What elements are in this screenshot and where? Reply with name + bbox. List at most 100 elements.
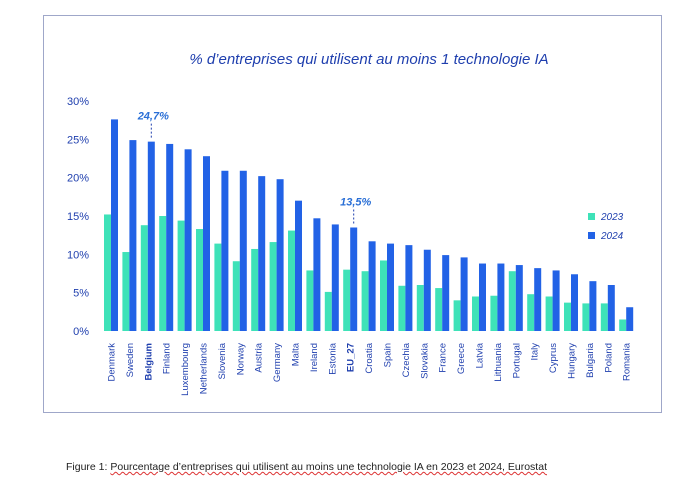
bar-2024 — [607, 285, 615, 331]
y-tick-label: 0% — [73, 326, 89, 338]
bar-2023 — [545, 296, 553, 331]
bar-2023 — [600, 303, 608, 331]
x-tick-label: Germany — [272, 343, 283, 382]
x-tick-label: Cyprus — [548, 343, 559, 373]
bar-2024 — [571, 274, 578, 331]
bar-2023 — [564, 302, 571, 331]
bar-2023 — [472, 296, 479, 331]
chart-title: % d’entreprises qui utilisent au moins 1… — [189, 51, 548, 68]
x-tick-label: Romania — [622, 342, 633, 381]
bar-2024 — [387, 243, 394, 331]
x-axis-labels: Denmark Sweden Belgium Finland Luxembourg Net… — [107, 342, 633, 396]
figure-caption: Figure 1: Pourcentage d’entreprises qui … — [66, 461, 547, 473]
bar-2023 — [361, 271, 369, 331]
bar-2024 — [405, 245, 413, 331]
bar-2024 — [497, 263, 505, 331]
x-tick-label: Slovakia — [419, 342, 430, 379]
bar-2023 — [140, 225, 148, 331]
x-tick-label: Luxembourg — [180, 343, 191, 396]
x-tick-label: Latvia — [475, 342, 486, 368]
bar-2023 — [251, 248, 259, 331]
bar-2023 — [380, 260, 387, 331]
x-tick-label: Ireland — [309, 343, 320, 372]
bar-2023 — [306, 270, 314, 331]
bar-2024 — [368, 241, 376, 331]
bar-2024 — [239, 170, 247, 331]
bar-2024 — [534, 268, 542, 331]
bar-2024 — [295, 200, 302, 331]
bar-2024 — [147, 141, 155, 331]
y-tick-label: 15% — [67, 211, 89, 223]
bar-2024 — [350, 227, 358, 331]
x-tick-label: Bulgaria — [585, 342, 596, 378]
bar-2024 — [111, 119, 118, 332]
bar-2023 — [582, 303, 590, 331]
bar-2024 — [423, 249, 431, 331]
bar-2024 — [313, 218, 321, 331]
bar-2023 — [490, 295, 498, 331]
x-tick-label: Croatia — [364, 342, 375, 373]
bar-2023 — [232, 261, 240, 331]
bar-2024 — [479, 263, 486, 331]
x-tick-label: Italy — [530, 343, 541, 361]
bar-2023 — [214, 243, 222, 331]
x-tick-label: Greece — [456, 343, 467, 374]
bar-2024 — [552, 270, 560, 331]
y-tick-label: 30% — [67, 96, 89, 108]
bar-2024 — [221, 170, 229, 331]
x-tick-label: Lithuania — [493, 342, 504, 381]
y-tick-label: 5% — [73, 288, 89, 300]
x-tick-label: Netherlands — [199, 343, 210, 394]
legend: 2023 2024 — [588, 212, 624, 242]
x-tick-label: Poland — [603, 343, 614, 373]
bar-2023 — [324, 291, 332, 331]
legend-swatch — [588, 232, 595, 239]
bar-2024 — [184, 149, 192, 331]
bar-2023 — [159, 216, 167, 331]
x-tick-label: Estonia — [327, 342, 338, 374]
bar-2024 — [589, 281, 597, 331]
bar-2024 — [442, 255, 450, 331]
x-tick-label: Slovenia — [217, 342, 228, 379]
x-tick-label: Belgium — [143, 343, 154, 380]
annotations: 24,7% 13,5% — [137, 111, 372, 225]
annotation-label: 13,5% — [340, 197, 371, 209]
bar-2023 — [435, 288, 443, 331]
x-tick-label: EU_27 — [346, 343, 357, 372]
x-tick-label: Sweden — [125, 343, 136, 377]
bar-2023 — [288, 230, 295, 331]
x-tick-label: Norway — [235, 343, 246, 375]
legend-swatch — [588, 213, 595, 220]
bar-2023 — [269, 242, 277, 331]
x-tick-label: Denmark — [107, 343, 118, 382]
bar-2023 — [453, 300, 461, 331]
bar-2023 — [619, 319, 627, 331]
legend-label: 2023 — [600, 212, 624, 223]
caption-text: Pourcentage d’entreprises qui utilisent … — [110, 461, 547, 473]
x-tick-label: Spain — [383, 343, 394, 367]
bar-2023 — [122, 252, 130, 331]
bar-2024 — [460, 257, 468, 331]
caption-prefix: Figure 1: — [66, 461, 111, 473]
bar-2024 — [203, 156, 210, 331]
y-tick-label: 20% — [67, 173, 89, 185]
bar-chart: % d’entreprises qui utilisent au moins 1… — [67, 51, 634, 396]
x-tick-label: Malta — [291, 342, 302, 366]
y-axis: 30% 25% 20% 15% 10% 5% 0% — [67, 96, 89, 338]
x-tick-label: France — [438, 343, 449, 373]
annotation-label: 24,7% — [137, 111, 169, 123]
x-tick-label: Finland — [162, 343, 173, 374]
x-tick-label: Czechia — [401, 342, 412, 377]
bar-2024 — [515, 265, 523, 331]
bar-2023 — [398, 285, 406, 331]
bar-2024 — [166, 143, 174, 331]
bar-2024 — [129, 140, 137, 331]
legend-label: 2024 — [600, 231, 624, 242]
chart-frame: % d’entreprises qui utilisent au moins 1… — [43, 15, 662, 413]
bar-2023 — [196, 229, 203, 331]
bar-2023 — [416, 285, 424, 331]
bar-2023 — [177, 220, 185, 331]
x-tick-label: Austria — [254, 342, 265, 372]
y-tick-label: 25% — [67, 134, 89, 146]
bar-2024 — [331, 224, 339, 331]
